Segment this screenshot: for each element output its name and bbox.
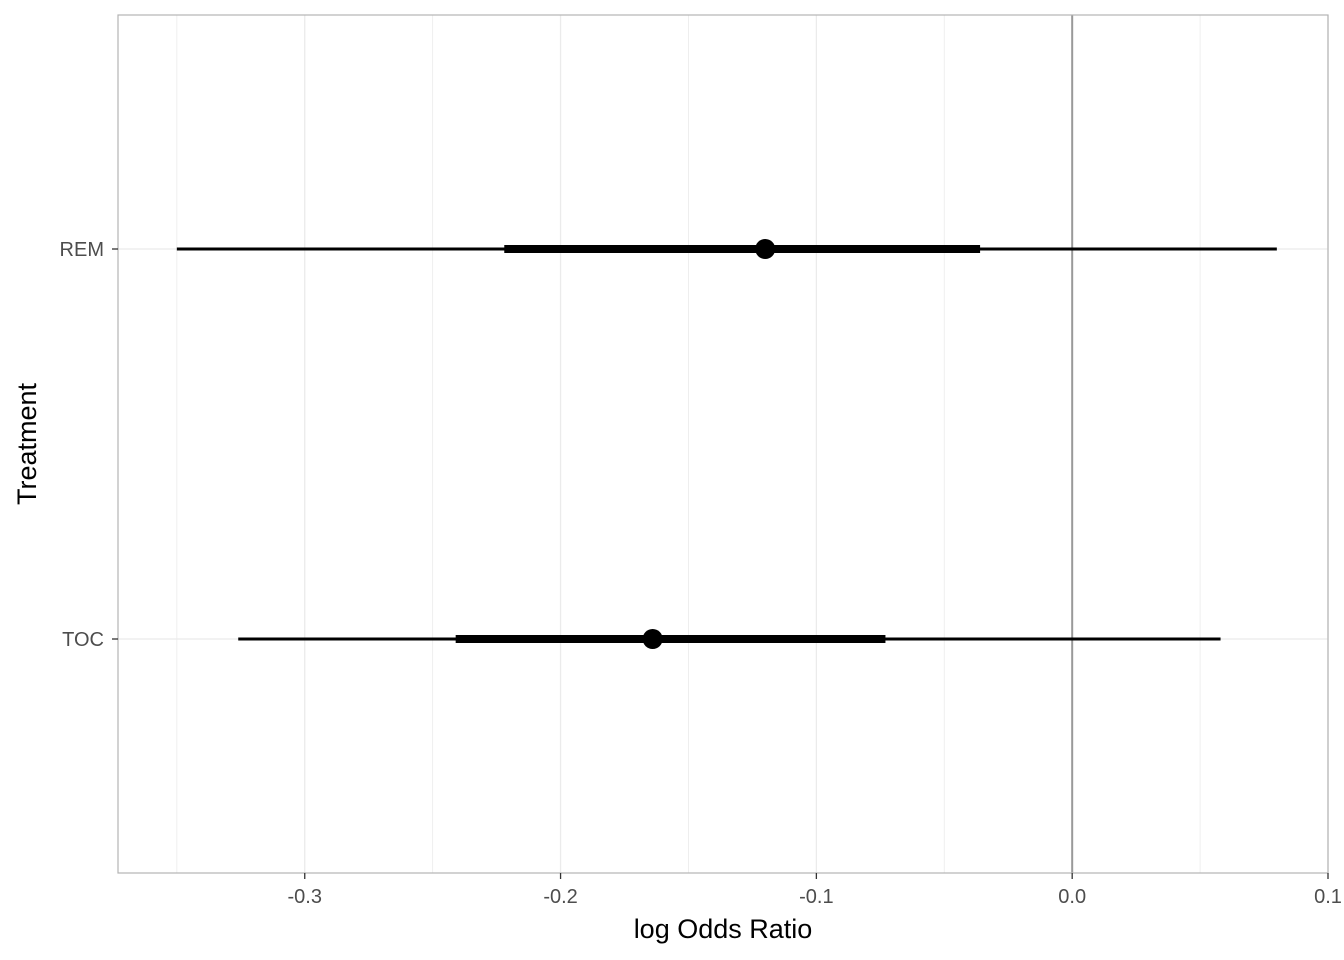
marks-layer (176, 239, 1277, 649)
point-estimate-rem (755, 239, 776, 259)
panel-border (117, 14, 1329, 874)
y-axis-title: Treatment (12, 382, 42, 505)
point-estimate-toc (642, 629, 663, 649)
x-axis-title: log Odds Ratio (634, 914, 813, 944)
x-tick-label: 0.1 (1314, 886, 1342, 908)
x-tick-label: -0.2 (543, 886, 577, 908)
y-tick-label-rem: REM (60, 239, 104, 261)
x-tick-label: -0.3 (288, 886, 322, 908)
axis-layer: -0.3 -0.2 -0.1 0.0 0.1 REM TOC (60, 239, 1342, 908)
x-tick-label: -0.1 (799, 886, 833, 908)
y-tick-label-toc: TOC (62, 629, 104, 651)
x-tick-label: 0.0 (1058, 886, 1086, 908)
